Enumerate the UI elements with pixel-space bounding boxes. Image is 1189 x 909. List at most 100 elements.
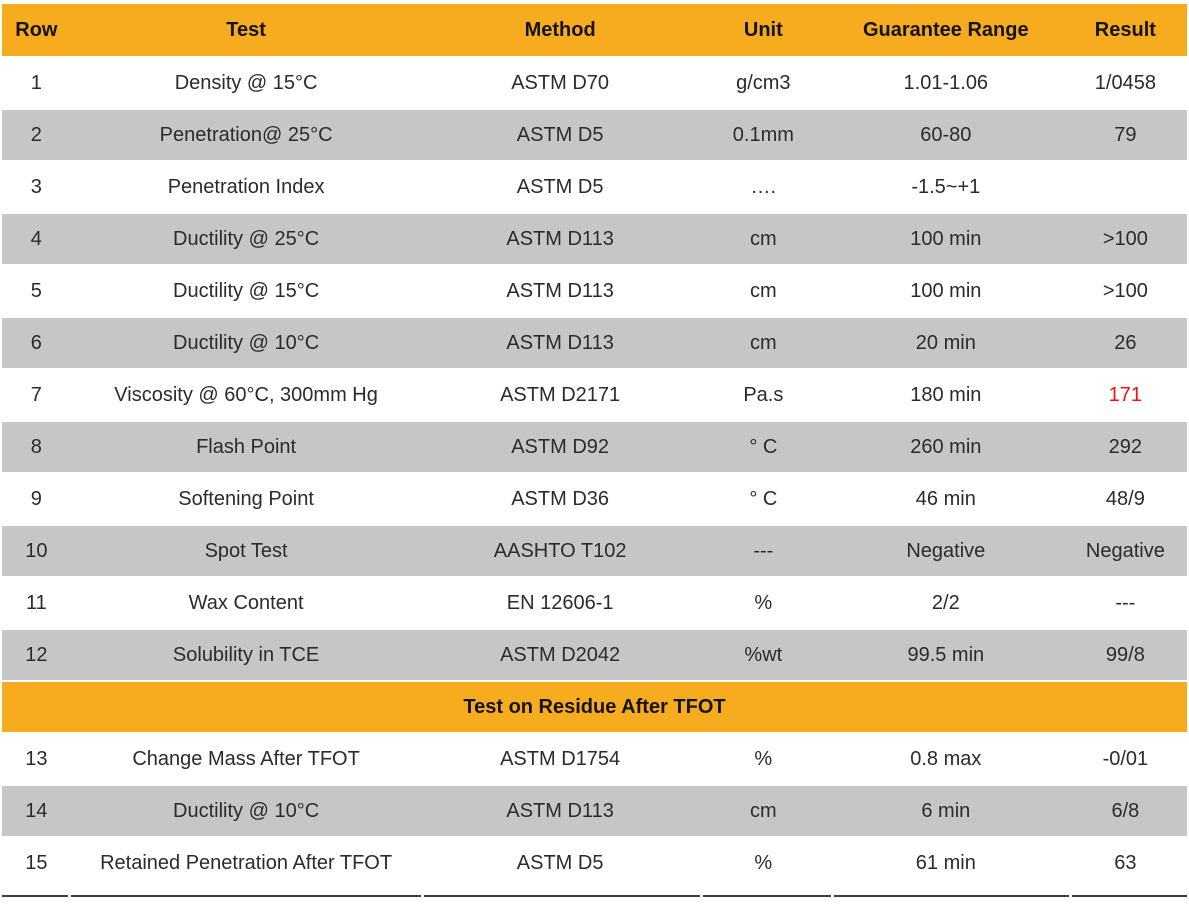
cell-result: 1/0458	[1063, 58, 1187, 108]
cell-row-number: 6	[2, 318, 71, 368]
bottom-rule	[2, 895, 1187, 897]
cell-unit: %	[698, 578, 828, 628]
cell-guarantee-range: 1.01-1.06	[827, 58, 1064, 108]
table-body: 1 Density @ 15°C ASTM D70 g/cm3 1.01-1.06 1/0…	[2, 58, 1187, 888]
cell-test: Ductility @ 25°C	[70, 214, 422, 264]
cell-test: Change Mass After TFOT	[70, 734, 422, 784]
cell-method: ASTM D1754	[421, 734, 699, 784]
cell-method: ASTM D70	[421, 58, 699, 108]
section-row: Test on Residue After TFOT	[2, 682, 1187, 732]
cell-result: ---	[1063, 578, 1187, 628]
cell-unit: cm	[698, 214, 828, 264]
column-header-unit: Unit	[698, 4, 828, 56]
cell-guarantee-range: 2/2	[827, 578, 1064, 628]
cell-unit: g/cm3	[698, 58, 828, 108]
rule-segment	[423, 895, 701, 897]
cell-result: >100	[1063, 214, 1187, 264]
table-row: 14 Ductility @ 10°C ASTM D113 cm 6 min 6/8	[2, 786, 1187, 836]
cell-method: EN 12606-1	[421, 578, 699, 628]
cell-method: ASTM D5	[421, 162, 699, 212]
table-row: 10 Spot Test AASHTO T102 --- Negative Negativ…	[2, 526, 1187, 576]
cell-guarantee-range: -1.5~+1	[827, 162, 1064, 212]
cell-method: ASTM D113	[421, 786, 699, 836]
table-row: 9 Softening Point ASTM D36 ° C 46 min 48/9	[2, 474, 1187, 524]
cell-method: ASTM D113	[421, 266, 699, 316]
table-row: 12 Solubility in TCE ASTM D2042 %wt 99.5 min…	[2, 630, 1187, 680]
cell-row-number: 11	[2, 578, 71, 628]
cell-unit: 0.1mm	[698, 110, 828, 160]
cell-test: Wax Content	[70, 578, 422, 628]
cell-row-number: 9	[2, 474, 71, 524]
cell-row-number: 8	[2, 422, 71, 472]
cell-guarantee-range: 99.5 min	[827, 630, 1064, 680]
cell-result: >100	[1063, 266, 1187, 316]
cell-method: ASTM D5	[421, 110, 699, 160]
cell-guarantee-range: 100 min	[827, 266, 1064, 316]
cell-guarantee-range: 100 min	[827, 214, 1064, 264]
cell-guarantee-range: 260 min	[827, 422, 1064, 472]
table-row: 7 Viscosity @ 60°C, 300mm Hg ASTM D2171 Pa.…	[2, 370, 1187, 420]
cell-test: Penetration@ 25°C	[70, 110, 422, 160]
cell-test: Ductility @ 10°C	[70, 786, 422, 836]
cell-result: 26	[1063, 318, 1187, 368]
cell-result: 6/8	[1063, 786, 1187, 836]
cell-row-number: 3	[2, 162, 71, 212]
table-row: 5 Ductility @ 15°C ASTM D113 cm 100 min >100	[2, 266, 1187, 316]
table-row: 2 Penetration@ 25°C ASTM D5 0.1mm 60-80 79	[2, 110, 1187, 160]
table-row: 1 Density @ 15°C ASTM D70 g/cm3 1.01-1.06 1/0…	[2, 58, 1187, 108]
cell-row-number: 14	[2, 786, 71, 836]
cell-unit: ° C	[698, 474, 828, 524]
cell-unit: Pa.s	[698, 370, 828, 420]
cell-row-number: 4	[2, 214, 71, 264]
cell-row-number: 7	[2, 370, 71, 420]
cell-unit: %	[698, 838, 828, 888]
cell-guarantee-range: 46 min	[827, 474, 1064, 524]
cell-result: Negative	[1063, 526, 1187, 576]
cell-method: ASTM D2171	[421, 370, 699, 420]
cell-guarantee-range: Negative	[827, 526, 1064, 576]
cell-unit: ---	[698, 526, 828, 576]
column-header-guarantee-range: Guarantee Range	[827, 4, 1064, 56]
rule-segment	[833, 895, 1069, 897]
cell-guarantee-range: 20 min	[827, 318, 1064, 368]
column-header-result: Result	[1063, 4, 1187, 56]
cell-method: AASHTO T102	[421, 526, 699, 576]
cell-method: ASTM D5	[421, 838, 699, 888]
cell-test: Retained Penetration After TFOT	[70, 838, 422, 888]
cell-method: ASTM D36	[421, 474, 699, 524]
cell-test: Solubility in TCE	[70, 630, 422, 680]
cell-unit: ….	[698, 162, 828, 212]
section-title: Test on Residue After TFOT	[2, 682, 1187, 732]
cell-unit: %wt	[698, 630, 828, 680]
cell-guarantee-range: 180 min	[827, 370, 1064, 420]
cell-result: 63	[1063, 838, 1187, 888]
rule-segment	[703, 895, 831, 897]
spec-table: Row Test Method Unit Guarantee Range Res…	[2, 2, 1187, 890]
cell-result	[1063, 162, 1187, 212]
cell-test: Penetration Index	[70, 162, 422, 212]
cell-guarantee-range: 60-80	[827, 110, 1064, 160]
cell-result: -0/01	[1063, 734, 1187, 784]
cell-method: ASTM D92	[421, 422, 699, 472]
cell-row-number: 12	[2, 630, 71, 680]
cell-guarantee-range: 0.8 max	[827, 734, 1064, 784]
cell-test: Spot Test	[70, 526, 422, 576]
cell-row-number: 13	[2, 734, 71, 784]
table-row: 11 Wax Content EN 12606-1% 2/2 ---	[2, 578, 1187, 628]
cell-result: 171	[1063, 370, 1187, 420]
cell-result: 48/9	[1063, 474, 1187, 524]
cell-result: 99/8	[1063, 630, 1187, 680]
cell-result: 79	[1063, 110, 1187, 160]
cell-result: 292	[1063, 422, 1187, 472]
rule-segment	[71, 895, 421, 897]
column-header-test: Test	[70, 4, 422, 56]
cell-row-number: 5	[2, 266, 71, 316]
cell-unit: cm	[698, 318, 828, 368]
cell-test: Ductility @ 15°C	[70, 266, 422, 316]
cell-method: ASTM D113	[421, 214, 699, 264]
header-row: Row Test Method Unit Guarantee Range Res…	[2, 4, 1187, 56]
cell-test: Viscosity @ 60°C, 300mm Hg	[70, 370, 422, 420]
cell-row-number: 10	[2, 526, 71, 576]
column-header-method: Method	[421, 4, 699, 56]
